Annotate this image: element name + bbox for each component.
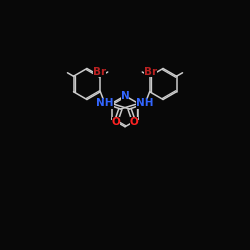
Text: NH: NH bbox=[96, 98, 114, 108]
Text: Br: Br bbox=[92, 67, 106, 77]
Text: O: O bbox=[112, 117, 120, 127]
Text: O: O bbox=[130, 117, 138, 127]
Text: NH: NH bbox=[136, 98, 154, 108]
Text: Br: Br bbox=[144, 67, 158, 77]
Text: N: N bbox=[120, 91, 130, 101]
